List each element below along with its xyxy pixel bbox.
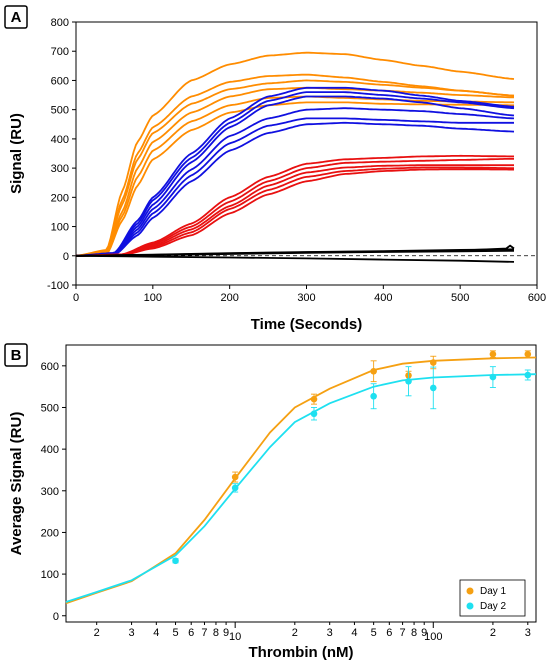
y-tick-label: 800 xyxy=(51,17,69,29)
series-line-orange-0 xyxy=(75,51,515,257)
fit-line-day-2 xyxy=(65,373,537,603)
x-minor-tick-label: 2 xyxy=(490,627,496,639)
x-minor-tick-label: 8 xyxy=(411,627,417,639)
series-line-red-16 xyxy=(76,168,514,257)
x-minor-tick-label: 6 xyxy=(386,627,392,639)
x-tick-label: 200 xyxy=(220,292,238,304)
x-minor-tick-label: 2 xyxy=(94,627,100,639)
panel-a-letter-box xyxy=(4,5,28,29)
panel-a: A -100 0 100 200 300 400 500 600 700 800 0 100 200 30… xyxy=(4,5,546,333)
data-point-day-2 xyxy=(310,410,318,418)
legend-label-day-2: Day 2 xyxy=(480,601,507,612)
panel-b-y-axis-label: Average Signal (RU) xyxy=(8,412,25,556)
panel-a-x-axis-label: Time (Seconds) xyxy=(251,316,362,333)
panel-a-y-axis-label: Signal (RU) xyxy=(8,113,25,194)
x-tick-label: 400 xyxy=(374,292,392,304)
y-tick-label: 400 xyxy=(51,134,69,146)
x-tick-label: 600 xyxy=(528,292,546,304)
data-point-day-2 xyxy=(231,484,239,492)
x-minor-tick-label: 2 xyxy=(292,627,298,639)
y-tick-label: 500 xyxy=(41,402,59,414)
series-line-black-19 xyxy=(75,249,515,257)
data-point-day-2 xyxy=(429,384,437,392)
x-minor-tick-label: 7 xyxy=(400,627,406,639)
x-minor-tick-label: 3 xyxy=(525,627,531,639)
data-point-day-2 xyxy=(370,392,377,400)
x-minor-tick-label: 3 xyxy=(327,627,333,639)
y-tick-label: 400 xyxy=(41,444,59,456)
series-line-blue-6 xyxy=(75,86,515,257)
panel-b-letter: B xyxy=(11,347,22,364)
series-line-red-15 xyxy=(76,166,514,257)
data-point-day-1 xyxy=(429,359,437,366)
series-line-orange-2 xyxy=(75,79,515,257)
y-tick-label: 0 xyxy=(53,611,59,623)
data-point-day-1 xyxy=(231,473,239,481)
x-tick-label: 500 xyxy=(451,292,469,304)
x-major-tick-label: 10 xyxy=(229,631,241,643)
x-minor-tick-label: 7 xyxy=(201,627,207,639)
series-line-blue-10 xyxy=(75,117,514,257)
data-point-day-1 xyxy=(524,350,532,358)
data-point-day-2 xyxy=(524,371,532,379)
data-point-day-2 xyxy=(172,557,179,565)
x-minor-tick-label: 9 xyxy=(223,627,229,639)
series-line-black-20 xyxy=(75,254,515,263)
y-tick-label: 300 xyxy=(51,163,69,175)
panel-b-series xyxy=(65,350,537,605)
panel-a-series xyxy=(75,51,515,263)
x-minor-tick-label: 8 xyxy=(213,627,219,639)
series-line-orange-5 xyxy=(75,101,514,257)
x-minor-tick-label: 5 xyxy=(172,627,178,639)
data-point-day-1 xyxy=(310,395,318,403)
x-minor-tick-label: 9 xyxy=(421,627,427,639)
legend-marker-day-1 xyxy=(466,587,474,595)
y-tick-label: 600 xyxy=(51,75,69,87)
panel-b-letter-box xyxy=(4,343,28,367)
series-line-blue-8 xyxy=(75,95,515,257)
panel-a-axes: -100 0 100 200 300 400 500 600 700 800 0 100 200 300 4… xyxy=(47,17,546,304)
series-line-red-14 xyxy=(76,164,514,257)
y-tick-label: 200 xyxy=(41,527,59,539)
panel-b-legend: Day 1 Day 2 xyxy=(459,579,526,617)
x-minor-tick-label: 4 xyxy=(153,627,159,639)
data-point-day-1 xyxy=(489,350,497,358)
x-tick-label: 0 xyxy=(73,292,79,304)
y-tick-label: 0 xyxy=(63,251,69,263)
series-line-blue-11 xyxy=(75,121,515,257)
panel-b-x-axis-label: Thrombin (nM) xyxy=(249,644,354,661)
legend-marker-day-2 xyxy=(466,602,474,610)
series-line-orange-3 xyxy=(75,86,515,257)
series-line-red-13 xyxy=(75,157,514,257)
y-tick-label: 500 xyxy=(51,105,69,117)
legend-box xyxy=(459,579,526,617)
y-tick-label: -100 xyxy=(47,280,69,292)
y-tick-label: 300 xyxy=(41,486,59,498)
data-point-day-2 xyxy=(489,373,497,381)
x-minor-tick-label: 3 xyxy=(129,627,135,639)
y-tick-label: 100 xyxy=(41,569,59,581)
data-point-day-2 xyxy=(405,377,412,385)
x-minor-tick-label: 4 xyxy=(351,627,357,639)
panel-a-letter: A xyxy=(11,9,22,26)
y-tick-label: 600 xyxy=(41,361,59,373)
y-tick-label: 700 xyxy=(51,46,69,58)
plot-frame xyxy=(65,344,537,623)
series-line-blue-9 xyxy=(75,107,515,257)
x-tick-label: 100 xyxy=(144,292,162,304)
series-line-red-12 xyxy=(75,154,514,257)
legend-label-day-1: Day 1 xyxy=(480,586,507,597)
y-tick-label: 200 xyxy=(51,192,69,204)
data-point-day-1 xyxy=(370,367,377,375)
x-major-tick-label: 100 xyxy=(424,631,442,643)
x-tick-label: 300 xyxy=(297,292,315,304)
fit-line-day-1 xyxy=(65,356,537,605)
y-tick-label: 100 xyxy=(51,222,69,234)
series-line-blue-7 xyxy=(75,91,515,257)
x-minor-tick-label: 5 xyxy=(371,627,377,639)
x-minor-tick-label: 6 xyxy=(188,627,194,639)
